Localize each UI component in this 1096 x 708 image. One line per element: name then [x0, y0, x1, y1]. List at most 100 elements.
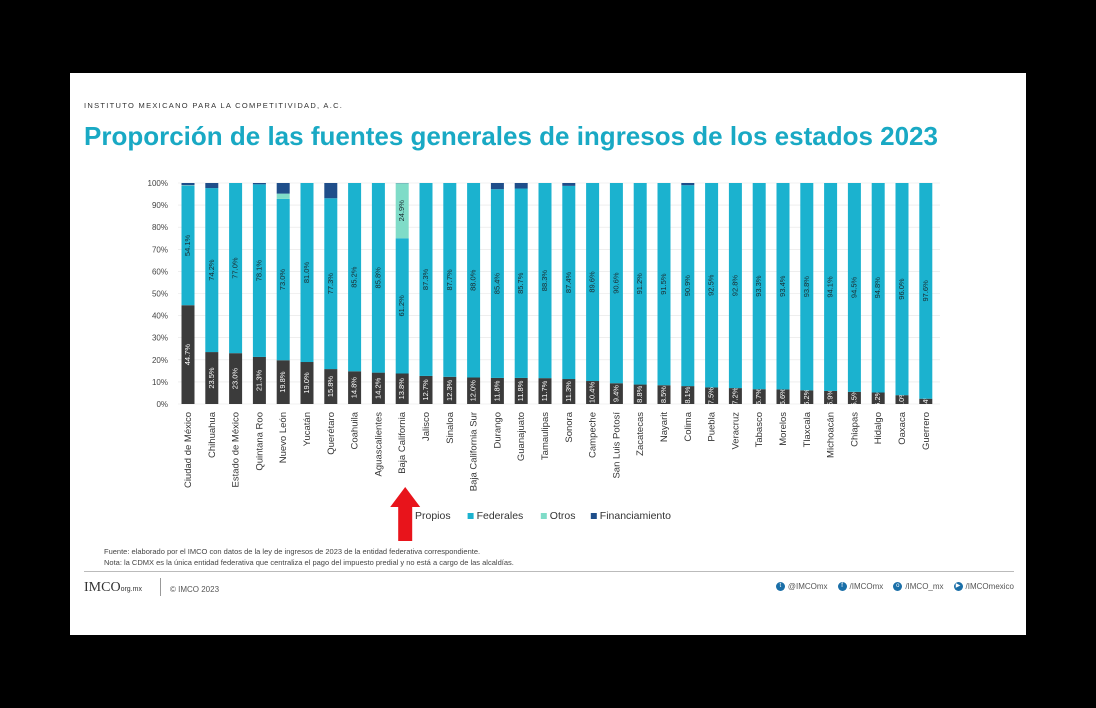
bar-federales-guanajuato: [514, 188, 528, 378]
data-label-propios: 7.2%: [730, 387, 739, 404]
footer-divider: [84, 571, 1014, 572]
y-tick-label: 40%: [152, 312, 168, 321]
y-tick-label: 100%: [148, 179, 168, 188]
data-label-propios: 8.1%: [683, 386, 692, 403]
data-label-propios: 6.7%: [754, 388, 763, 405]
imco-logo[interactable]: IMCOorg.mx: [84, 580, 142, 595]
facebook-icon: f: [837, 582, 847, 591]
bars: 44.7% 54.1% 23.5% 74.2% 23.0% 77.0% 21.3% 78.1%…: [181, 183, 933, 410]
data-label-propios: 14.2%: [373, 377, 382, 399]
y-tick-label: 10%: [152, 378, 168, 387]
social-youtube[interactable]: ▶ /IMCOmexico: [953, 582, 1014, 591]
data-label-propios: 12.0%: [469, 380, 478, 402]
bar-propios-puebla: [705, 387, 719, 404]
instagram-icon: o: [893, 582, 903, 591]
x-tick-label: Ciudad de México: [183, 412, 194, 488]
data-label-propios: 12.7%: [421, 379, 430, 401]
bar-propios-estado-de-mexico: [229, 353, 243, 404]
data-label-propios: 5.5%: [849, 389, 858, 406]
footer: IMCOorg.mx © IMCO 2023 t @IMCOmx f /IMCO…: [84, 578, 1014, 598]
bar-federales-colima: [681, 185, 695, 387]
x-tick-label: Chiapas: [849, 412, 860, 447]
bar-federales-tamaulipas: [538, 183, 552, 379]
data-label-propios: 6.6%: [778, 388, 787, 405]
bar-federales-nayarit: [657, 183, 671, 386]
footnotes: Fuente: elaborado por el IMCO con datos …: [104, 546, 514, 568]
highlight-arrow: [390, 487, 421, 541]
data-label-federales: 87.4%: [564, 271, 573, 293]
data-label-federales: 94.8%: [873, 277, 882, 299]
data-label-propios: 13.8%: [397, 378, 406, 400]
social-instagram[interactable]: o /IMCO_mx: [893, 582, 944, 591]
x-tick-label: Jalisco: [421, 412, 432, 441]
bar-financiamiento-quintana-roo: [252, 183, 266, 185]
bar-federales-chihuahua: [205, 188, 219, 353]
data-label-propios: 8.5%: [659, 386, 668, 403]
data-label-federales: 73.0%: [278, 269, 287, 291]
bar-propios-colima: [681, 386, 695, 404]
data-label-propios: 23.5%: [207, 367, 216, 389]
y-tick-label: 50%: [152, 290, 168, 299]
bar-propios-sonora: [562, 379, 576, 404]
red-up-arrow: [390, 487, 421, 541]
social-twitter[interactable]: t @IMCOmx: [775, 582, 828, 591]
bar-federales-jalisco: [419, 183, 433, 376]
x-tick-label: Coahuila: [350, 411, 361, 449]
bar-propios-morelos: [776, 389, 790, 404]
x-tick-label: Tabasco: [754, 412, 765, 447]
x-tick-label: Hidalgo: [873, 412, 884, 444]
bar-federales-aguascalientes: [371, 183, 385, 373]
twitter-icon: t: [775, 582, 785, 591]
data-label-propios: 5.9%: [826, 389, 835, 406]
data-label-propios: 12.3%: [445, 379, 454, 401]
data-label-propios: 44.7%: [183, 344, 192, 366]
data-label-propios: 21.3%: [254, 370, 263, 392]
y-axis: 0% 10% 20% 30% 40% 50% 60% 70% 80% 90% 100%: [148, 179, 168, 409]
bar-propios-campeche: [586, 381, 600, 404]
x-axis: Ciudad de México Chihuahua Estado de Méxic…: [183, 411, 932, 491]
data-label-federales: 94.1%: [826, 276, 835, 298]
bar-financiamiento-chihuahua: [205, 183, 219, 189]
data-label-propios: 4.0%: [897, 391, 906, 408]
x-tick-label: Veracruz: [730, 412, 741, 450]
y-tick-label: 60%: [152, 267, 168, 276]
bar-propios-ciudad-de-mexico: [181, 305, 195, 404]
bar-propios-guanajuato: [514, 377, 528, 404]
x-tick-label: Quintana Roo: [254, 412, 265, 471]
legend-label-propios: Propios: [415, 510, 451, 522]
bar-federales-quintana-roo: [252, 184, 266, 357]
data-label-federales: 96.0%: [897, 278, 906, 300]
x-tick-label: Nayarit: [659, 412, 670, 442]
data-label-federales: 54.1%: [183, 234, 192, 256]
bar-federales-estado-de-mexico: [229, 183, 243, 354]
bar-federales-baja-california-sur: [467, 183, 481, 378]
bar-federales-puebla: [705, 183, 719, 388]
data-label-propios: 11.7%: [540, 380, 549, 401]
bar-federales-morelos: [776, 183, 790, 390]
bar-financiamiento-colima: [681, 183, 695, 186]
y-tick-label: 70%: [152, 245, 168, 254]
x-tick-label: Estado de México: [231, 412, 242, 488]
bar-propios-nuevo-leon: [276, 360, 290, 404]
bar-propios-aguascalientes: [371, 372, 385, 404]
x-tick-label: Morelos: [778, 412, 789, 446]
data-label-propios: 5.2%: [873, 389, 882, 406]
data-label-propios: 15.8%: [326, 376, 335, 398]
data-label-federales: 81.0%: [302, 262, 311, 284]
bar-federales-san-luis-potosi: [609, 183, 623, 384]
social-facebook[interactable]: f /IMCOmx: [837, 582, 883, 591]
bar-federales-baja-california: [395, 238, 409, 374]
data-label-federales: 88.0%: [469, 269, 478, 291]
bar-federales-nuevo-leon: [276, 198, 290, 361]
data-label-propios: 11.3%: [564, 381, 573, 402]
copyright: © IMCO 2023: [170, 585, 220, 594]
legend-label-financiamiento: Financiamiento: [600, 510, 671, 522]
bar-propios-tlaxcala: [800, 390, 814, 404]
org-header: INSTITUTO MEXICANO PARA LA COMPETITIVIDA…: [84, 101, 344, 110]
slide-title: Proporción de las fuentes generales de i…: [84, 121, 938, 151]
bar-propios-hidalgo: [871, 392, 885, 404]
data-label-federales: 90.6%: [611, 272, 620, 294]
data-label-propios: 9.4%: [611, 385, 620, 402]
y-tick-label: 0%: [156, 400, 168, 409]
bar-federales-ciudad-de-mexico: [181, 185, 195, 306]
